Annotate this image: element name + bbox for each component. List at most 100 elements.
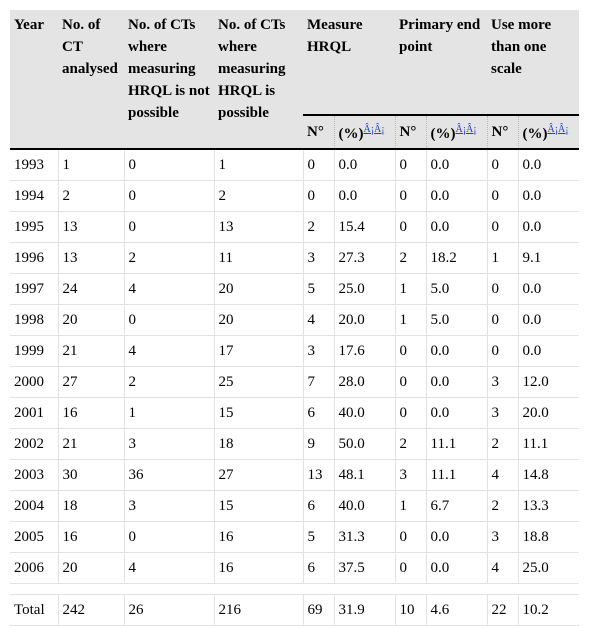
- cell-multi-n: 3: [486, 397, 518, 429]
- cell-ct-analysed: 18: [57, 490, 124, 522]
- subheader-n-measure: N°: [303, 115, 334, 150]
- cell-ct-analysed: 27: [57, 366, 124, 398]
- subheader-pct-multi: (%)Â¡Â¡: [517, 115, 579, 150]
- cell-primary-pct: 0.0: [425, 552, 487, 584]
- cell-possible: 216: [213, 594, 303, 626]
- cell-measure-n: 5: [302, 521, 334, 553]
- cell-not-possible: 0: [123, 211, 214, 243]
- table-row: 2001 16 1 15 6 40.0 0 0.0 3 20.0: [10, 397, 579, 429]
- cell-ct-analysed: 20: [57, 552, 124, 584]
- cell-multi-n: 0: [486, 180, 518, 212]
- cell-multi-n: 3: [486, 366, 518, 398]
- cell-multi-n: 4: [486, 552, 518, 584]
- header-year: Year: [10, 10, 58, 150]
- cell-not-possible: 4: [123, 552, 214, 584]
- cell-not-possible: 3: [123, 428, 214, 460]
- header-ct-analysed: No. of CT analysed: [58, 10, 124, 150]
- cell-measure-pct: 40.0: [333, 397, 395, 429]
- cell-multi-pct: 14.8: [517, 459, 579, 491]
- cell-measure-pct: 25.0: [333, 273, 395, 305]
- cell-multi-n: 22: [486, 594, 518, 626]
- footnote-link[interactable]: Â¡Â¡: [547, 124, 569, 135]
- cell-year: 1993: [10, 149, 58, 181]
- table-row: 1994 2 0 2 0 0.0 0 0.0 0 0.0: [10, 180, 579, 212]
- cell-multi-pct: 25.0: [517, 552, 579, 584]
- cell-primary-n: 1: [394, 490, 426, 522]
- cell-ct-analysed: 20: [57, 304, 124, 336]
- cell-multi-pct: 13.3: [517, 490, 579, 522]
- cell-measure-n: 6: [302, 490, 334, 522]
- cell-multi-pct: 0.0: [517, 211, 579, 243]
- table-row: 1998 20 0 20 4 20.0 1 5.0 0 0.0: [10, 304, 579, 336]
- table-row: 2000 27 2 25 7 28.0 0 0.0 3 12.0: [10, 366, 579, 398]
- cell-ct-analysed: 13: [57, 211, 124, 243]
- cell-measure-n: 3: [302, 335, 334, 367]
- cell-ct-analysed: 30: [57, 459, 124, 491]
- cell-possible: 20: [213, 273, 303, 305]
- cell-ct-analysed: 21: [57, 335, 124, 367]
- cell-not-possible: 0: [123, 149, 214, 181]
- cell-possible: 16: [213, 552, 303, 584]
- cell-measure-pct: 20.0: [333, 304, 395, 336]
- cell-year: 1995: [10, 211, 58, 243]
- footnote-link[interactable]: Â¡Â¡: [363, 124, 385, 135]
- table-row: 1993 1 0 1 0 0.0 0 0.0 0 0.0: [10, 149, 579, 181]
- cell-primary-pct: 0.0: [425, 397, 487, 429]
- cell-measure-n: 5: [302, 273, 334, 305]
- cell-measure-pct: 31.3: [333, 521, 395, 553]
- cell-multi-pct: 11.1: [517, 428, 579, 460]
- cell-primary-n: 2: [394, 242, 426, 274]
- header-possible: No. of CTs where measuring HRQL is possi…: [214, 10, 303, 150]
- spacer-row: [10, 583, 579, 595]
- total-row: Total 242 26 216 69 31.9 10 4.6 22 10.2: [10, 594, 579, 626]
- cell-primary-n: 3: [394, 459, 426, 491]
- cell-year: 2002: [10, 428, 58, 460]
- cell-primary-pct: 18.2: [425, 242, 487, 274]
- subheader-pct-measure: (%)Â¡Â¡: [333, 115, 395, 150]
- cell-possible: 27: [213, 459, 303, 491]
- cell-primary-n: 0: [394, 180, 426, 212]
- cell-possible: 2: [213, 180, 303, 212]
- cell-multi-pct: 9.1: [517, 242, 579, 274]
- cell-measure-pct: 15.4: [333, 211, 395, 243]
- cell-multi-pct: 20.0: [517, 397, 579, 429]
- cell-not-possible: 26: [123, 594, 214, 626]
- cell-ct-analysed: 1: [57, 149, 124, 181]
- cell-multi-pct: 0.0: [517, 304, 579, 336]
- cell-possible: 13: [213, 211, 303, 243]
- cell-ct-analysed: 13: [57, 242, 124, 274]
- spacer-cell: [10, 583, 579, 595]
- cell-measure-pct: 40.0: [333, 490, 395, 522]
- cell-primary-pct: 11.1: [425, 459, 487, 491]
- hrql-table: Year No. of CT analysed No. of CTs where…: [10, 10, 579, 626]
- cell-measure-n: 2: [302, 211, 334, 243]
- cell-primary-n: 0: [394, 335, 426, 367]
- footnote-link[interactable]: Â¡Â¡: [455, 124, 477, 135]
- cell-multi-n: 0: [486, 273, 518, 305]
- cell-year: 1998: [10, 304, 58, 336]
- table-row: 1999 21 4 17 3 17.6 0 0.0 0 0.0: [10, 335, 579, 367]
- cell-possible: 17: [213, 335, 303, 367]
- cell-measure-pct: 50.0: [333, 428, 395, 460]
- header-multi-scale: Use more than one scale: [487, 10, 579, 116]
- cell-not-possible: 0: [123, 180, 214, 212]
- cell-primary-pct: 0.0: [425, 180, 487, 212]
- cell-measure-n: 3: [302, 242, 334, 274]
- cell-year: 1994: [10, 180, 58, 212]
- table-row: 1997 24 4 20 5 25.0 1 5.0 0 0.0: [10, 273, 579, 305]
- cell-multi-n: 2: [486, 490, 518, 522]
- table-row: 1996 13 2 11 3 27.3 2 18.2 1 9.1: [10, 242, 579, 274]
- cell-year: 2003: [10, 459, 58, 491]
- cell-not-possible: 4: [123, 335, 214, 367]
- cell-possible: 16: [213, 521, 303, 553]
- table-row: 2002 21 3 18 9 50.0 2 11.1 2 11.1: [10, 428, 579, 460]
- subheader-n-primary: N°: [394, 115, 426, 150]
- cell-year: 1996: [10, 242, 58, 274]
- cell-primary-pct: 0.0: [425, 335, 487, 367]
- cell-primary-n: 0: [394, 149, 426, 181]
- subheader-pct-primary: (%)Â¡Â¡: [425, 115, 487, 150]
- cell-ct-analysed: 16: [57, 397, 124, 429]
- cell-measure-n: 4: [302, 304, 334, 336]
- table-row: 2005 16 0 16 5 31.3 0 0.0 3 18.8: [10, 521, 579, 553]
- cell-multi-pct: 10.2: [517, 594, 579, 626]
